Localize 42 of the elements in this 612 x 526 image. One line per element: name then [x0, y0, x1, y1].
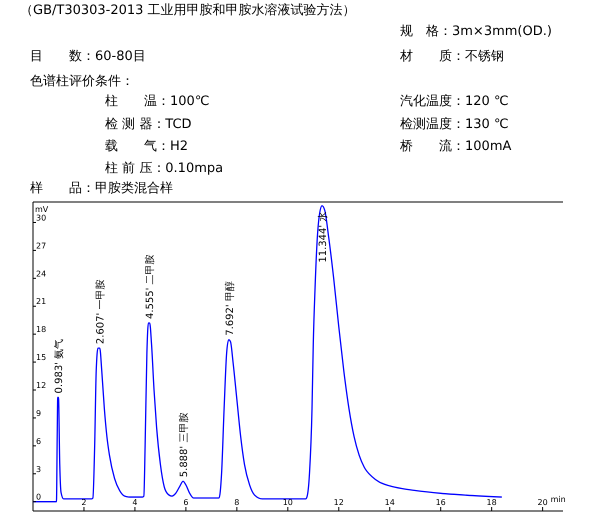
text: 柱 前 压：0.10mpa [105, 161, 224, 176]
annotation: 5.888' 三甲胺 [178, 412, 190, 478]
y-tick-label: 21 [36, 297, 46, 306]
text: 检测温度：130 ℃ [400, 116, 509, 132]
text: 规 格：3m×3mm(OD.) [400, 24, 552, 39]
y-tick-label: 24 [36, 269, 46, 278]
x-tick-label: 18 [486, 498, 497, 507]
x-tick-label: 2 [81, 498, 87, 507]
text: 样 品：甲胺类混合样 [30, 181, 173, 196]
text: 载 气：H2 [105, 139, 188, 154]
x-tick-label: 4 [132, 498, 138, 507]
annotation: 4.555' 二甲胺 [144, 254, 156, 319]
annotation: 0.983' 氨气 [53, 338, 66, 394]
text: 检 测 器：TCD [105, 117, 192, 132]
y-tick-label: 18 [36, 325, 46, 334]
annotation: 2.607' 一甲胺 [94, 280, 106, 344]
text: 桥 流：100mA [399, 138, 512, 154]
text: 柱 温：100℃ [105, 94, 210, 109]
x-tick-label: 10 [282, 498, 293, 507]
y-tick-label: 9 [36, 408, 42, 418]
chart-title: （GB/T30303-2013 工业用甲胺和甲胺水溶液试验方法） [20, 2, 356, 18]
x-axis-title: min [550, 495, 566, 504]
x-tick-label: 8 [234, 498, 240, 507]
x-tick-label: 20 [538, 498, 548, 507]
x-tick-label: 6 [183, 498, 188, 507]
x-tick-label: 12 [334, 498, 344, 507]
y-tick-label: 12 [36, 381, 46, 390]
x-tick-label: 14 [384, 498, 395, 507]
y-tick-label: 15 [36, 353, 46, 362]
text: 色谱柱评价条件： [30, 74, 134, 89]
y-tick-label: 27 [36, 241, 46, 250]
annotation: 7.692' 甲醇 [224, 281, 236, 336]
y-tick-label: 3 [36, 464, 42, 474]
text: 目 数：60-80目 [30, 49, 146, 64]
annotation: 11.344' 水 [317, 212, 330, 263]
y-tick-label: 0 [36, 492, 42, 502]
text: 材 质：不锈钢 [399, 49, 504, 64]
y-axis-title: mV [35, 205, 49, 214]
y-tick-label: 6 [36, 436, 42, 446]
y-tick-label: 30 [36, 213, 46, 222]
text: 汽化温度：120 ℃ [400, 93, 509, 109]
x-tick-label: 16 [436, 498, 446, 507]
